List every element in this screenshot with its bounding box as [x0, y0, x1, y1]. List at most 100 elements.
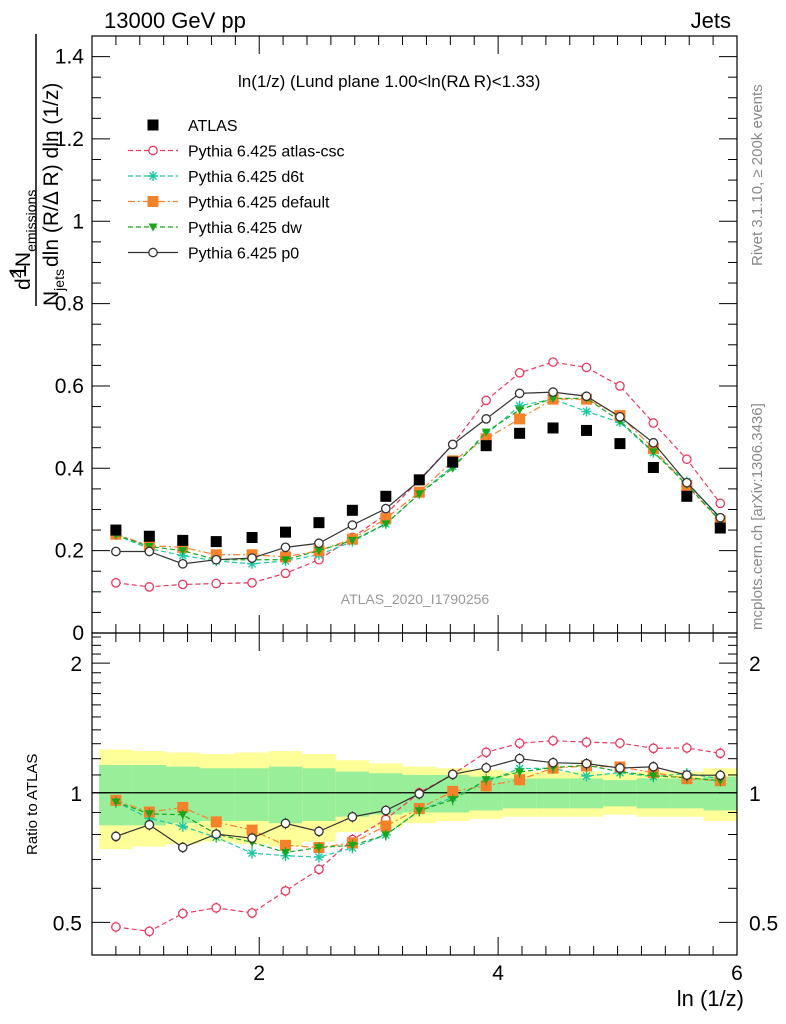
ratio-point [581, 771, 592, 782]
ratio-band-inner [268, 766, 303, 824]
series-point [481, 428, 491, 437]
main-y-tick-label: 1 [72, 210, 84, 233]
watermark: ATLAS_2020_I1790256 [341, 591, 490, 607]
main-y-tick-label: 0.4 [55, 457, 85, 480]
ratio-band-inner [302, 768, 336, 821]
ratio-point [615, 738, 625, 748]
atlas-point [514, 427, 526, 439]
legend-entry: Pythia 6.425 default [128, 195, 330, 212]
ratio-point [581, 737, 592, 747]
header-right: Jets [691, 8, 731, 33]
atlas-point [413, 474, 425, 486]
series-point [177, 550, 188, 561]
ratio-point [111, 831, 121, 842]
ratio-point [648, 761, 659, 772]
legend: ATLAS Pythia 6.425 atlas-csc Pythia 6.425 … [128, 118, 345, 263]
ratio-point [280, 886, 291, 896]
ratio-point [144, 810, 154, 819]
main-y-tick-label: 1.2 [55, 128, 84, 151]
series-point [347, 520, 358, 530]
ratio-y-tick-label-right: 1 [749, 783, 761, 806]
series-point [548, 357, 558, 367]
header-left: 13000 GeV pp [104, 8, 246, 33]
ratio-point [447, 785, 459, 797]
x-axis-label: ln (1/z) [677, 986, 744, 1011]
series-point [615, 381, 625, 391]
legend-entry: Pythia 6.425 atlas-csc [128, 144, 345, 161]
y-axis-label: 1 d2Nemissions Njetsdln (R/Δ R) dln (1/z… [5, 34, 67, 306]
series-point [515, 406, 525, 415]
atlas-point [614, 438, 626, 450]
ratio-y-tick-label-right: 0.5 [749, 912, 778, 935]
series-point [715, 498, 726, 509]
series-point [111, 577, 121, 588]
x-tick-label: 4 [492, 962, 504, 985]
ratio-band-inner [199, 768, 235, 821]
series-point [177, 579, 188, 590]
main-y-tick-label: 1.4 [55, 46, 85, 69]
plot-title: ln(1/z) (Lund plane 1.00<ln(RΔ R)<1.33) [238, 72, 540, 91]
atlas-point [380, 490, 392, 502]
atlas-point [547, 422, 559, 434]
side-text-bottom: mcplots.cern.ch [arXiv:1306.3436] [749, 403, 766, 630]
series-point [514, 413, 526, 425]
axis-ticks [91, 36, 738, 955]
series-point [481, 395, 492, 406]
ratio-pythia-6-425-p0 [111, 753, 726, 854]
ratio-point [144, 819, 155, 830]
series-point [581, 406, 592, 417]
series-point [178, 547, 188, 556]
legend-label: ATLAS [188, 118, 238, 135]
series-point [280, 568, 291, 579]
series-point [648, 448, 658, 457]
main-y-tick-label: 0.6 [55, 375, 84, 398]
atlas-point [647, 461, 659, 473]
ratio-point [715, 770, 726, 781]
ratio-y-tick-label-left: 1 [70, 783, 82, 806]
legend-entry: Pythia 6.425 p0 [128, 246, 299, 263]
legend-marker [148, 145, 158, 156]
ratio-point [581, 758, 592, 769]
series-point [715, 512, 726, 523]
ratio-y-tick-label-left: 0.5 [53, 912, 82, 935]
ratio-point [648, 743, 659, 754]
series-point [280, 542, 291, 553]
ratio-point [447, 769, 458, 780]
ratio-point [347, 841, 357, 850]
y-label-numerator: d2Nemissions [9, 190, 39, 290]
axis-tick-labels: 0 0.2 0.4 0.6 0.8 1 1.2 1.4 2 4 6 0.5 0.5 1 1 2 2 [53, 46, 778, 985]
series-point [381, 520, 391, 529]
ratio-point [514, 774, 526, 786]
ratio-point [514, 738, 525, 749]
series-point [414, 490, 424, 499]
ratio-point [247, 848, 258, 859]
series-point [615, 411, 625, 422]
series-point [581, 391, 592, 402]
ratio-series-layer [110, 735, 726, 938]
ratio-band-inner [636, 778, 671, 809]
ratio-point [681, 743, 692, 753]
main-y-tick-label: 0 [72, 622, 84, 645]
legend-entry: Pythia 6.425 dw [128, 220, 302, 237]
ratio-band-inner [569, 778, 604, 809]
ratio-point [414, 807, 424, 816]
ratio-point [280, 839, 291, 851]
ratio-plot-frame [91, 632, 738, 956]
ratio-point [111, 798, 121, 807]
legend-entry: ATLAS [147, 118, 238, 135]
series-point [681, 454, 692, 465]
ratio-point [347, 812, 358, 822]
ratio-band-inner [335, 771, 370, 817]
ratio-point [177, 908, 188, 919]
ratio-point [314, 826, 324, 837]
atlas-point [346, 504, 358, 516]
series-point [514, 388, 525, 399]
ratio-point [448, 796, 458, 805]
ratio-point [380, 805, 391, 816]
ratio-point [548, 735, 558, 746]
ratio-point [210, 816, 222, 828]
series-point [581, 362, 592, 373]
ratio-point [313, 852, 324, 863]
ratio-point [715, 748, 726, 759]
